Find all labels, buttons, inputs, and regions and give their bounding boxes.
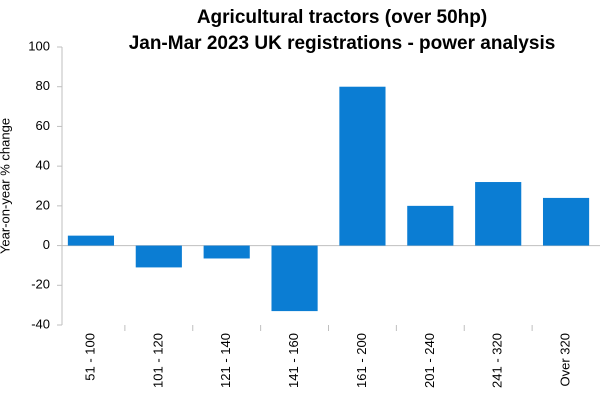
x-tick-label: 161 - 200 [354,333,369,388]
y-axis-label: Year-on-year % change [0,118,12,254]
y-tick-label: 40 [36,158,50,173]
x-tick-label: 241 - 320 [490,333,505,388]
chart-title: Agricultural tractors (over 50hp) [197,7,487,28]
y-tick-label: -40 [31,316,50,331]
x-tick-label: 51 - 100 [82,333,97,381]
x-tick-label: 201 - 240 [422,333,437,388]
x-tick-label: 141 - 160 [286,333,301,388]
bar [203,245,250,259]
y-tick-label: 20 [36,197,50,212]
bar [271,245,318,312]
bar [339,86,386,246]
y-tick-label: 0 [43,237,50,252]
y-tick-label: -20 [31,277,50,292]
bar [407,205,454,246]
bar [542,197,590,246]
y-tick-label: 100 [28,38,50,53]
x-tick-label: 101 - 120 [150,333,165,388]
bar [135,245,182,268]
chart-subtitle: Jan-Mar 2023 UK registrations - power an… [129,33,556,54]
y-tick-label: 60 [36,118,50,133]
x-tick-label: 121 - 140 [218,333,233,388]
bar [67,235,115,246]
y-tick-label: 80 [36,78,50,93]
x-tick-label: Over 320 [558,333,573,386]
bar [475,182,522,246]
